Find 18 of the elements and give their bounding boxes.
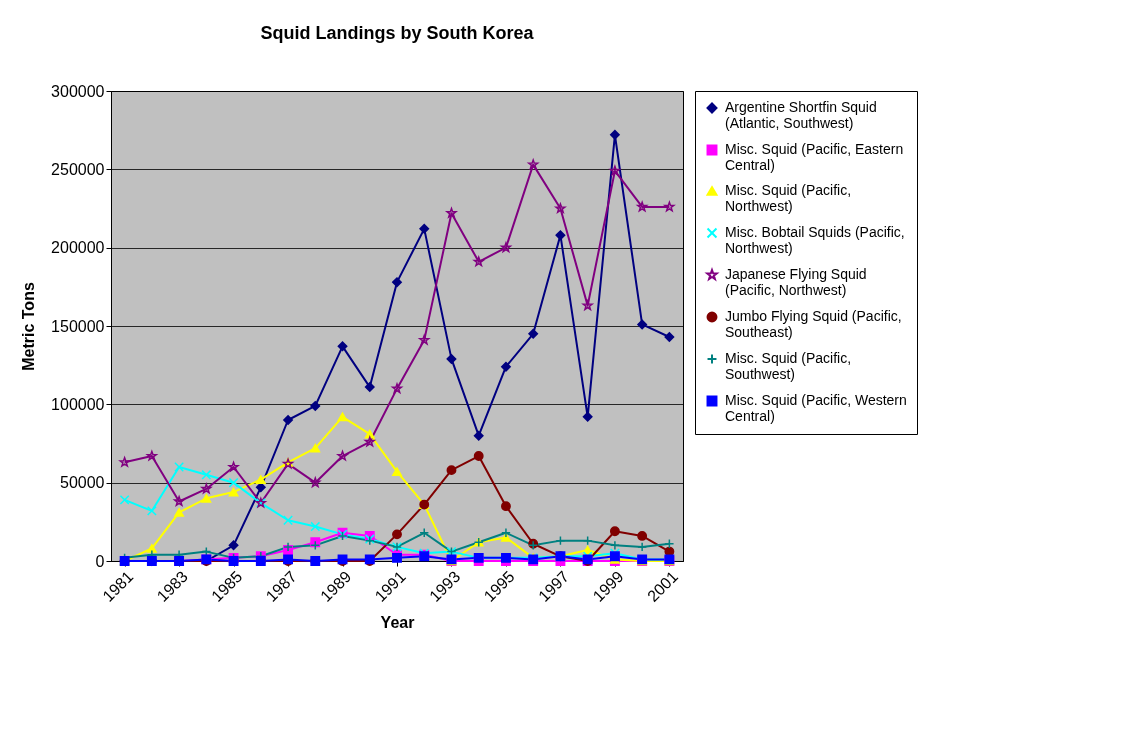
y-axis-title: Metric Tons <box>20 282 38 371</box>
y-tick-label: 100000 <box>51 395 105 413</box>
legend-label: Misc. Squid (Pacific, Eastern Central) <box>725 141 904 173</box>
legend-label: Misc. Squid (Pacific, Western Central) <box>725 392 907 424</box>
legend-label: Misc. Bobtail Squids (Pacific, Northwest) <box>725 224 905 256</box>
chart-title: Squid Landings by South Korea <box>260 23 535 43</box>
y-tick-label: 50000 <box>60 474 105 492</box>
legend-label: Japanese Flying Squid (Pacific, Northwest) <box>725 266 867 298</box>
x-axis-title: Year <box>380 613 415 631</box>
legend-label: Misc. Squid (Pacific, Southwest) <box>725 350 852 382</box>
legend-label: Jumbo Flying Squid (Pacific, Southeast) <box>725 308 902 340</box>
y-tick-label: 0 <box>95 552 105 570</box>
y-tick-label: 150000 <box>51 317 105 335</box>
legend-label: Argentine Shortfin Squid (Atlantic, Southwest) <box>725 99 877 131</box>
legend-label: Misc. Squid (Pacific, Northwest) <box>725 182 852 214</box>
y-tick-label: 300000 <box>51 82 105 100</box>
y-tick-label: 250000 <box>51 160 105 178</box>
y-tick-label: 200000 <box>51 239 105 257</box>
